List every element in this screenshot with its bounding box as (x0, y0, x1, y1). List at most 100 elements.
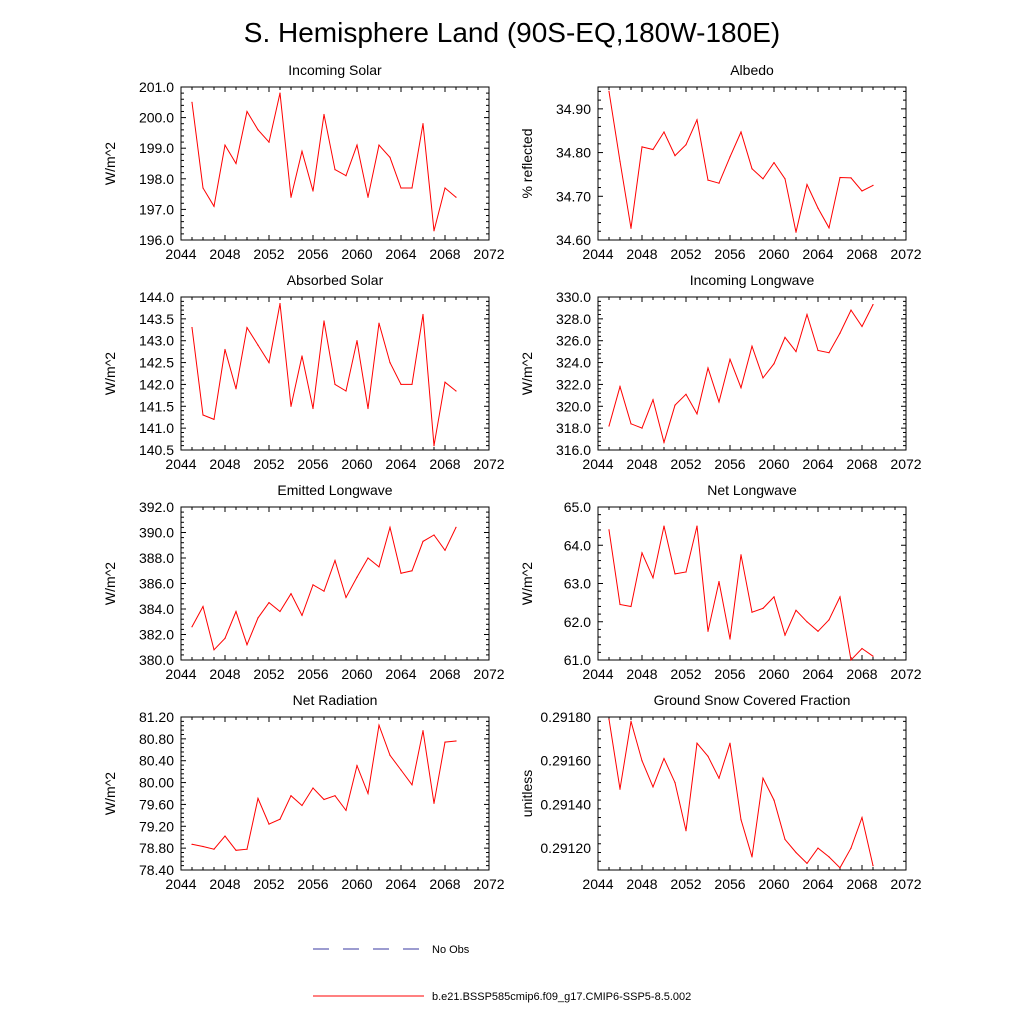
panel-title: Incoming Longwave (690, 272, 815, 288)
data-point (356, 340, 358, 342)
data-point (367, 792, 369, 795)
panel-title: Absorbed Solar (287, 272, 384, 288)
series-line (191, 723, 457, 851)
x-tick-label: 2072 (890, 666, 921, 682)
data-point (202, 605, 204, 608)
data-point (202, 414, 204, 416)
y-tick-label: 0.29140 (540, 796, 591, 812)
x-tick-label: 2056 (714, 666, 745, 682)
data-point (400, 769, 402, 771)
data-point (290, 593, 292, 595)
y-tick-label: 142.0 (139, 376, 174, 392)
data-point (685, 571, 687, 573)
data-point (246, 848, 248, 850)
data-point (345, 175, 347, 177)
data-point (411, 570, 413, 572)
x-tick-label: 2068 (846, 246, 877, 262)
data-point (707, 755, 709, 757)
data-point (301, 355, 303, 357)
panel-title: Net Radiation (293, 692, 378, 708)
panel-2: Absorbed Solar W/m^2 2044 2048 2052 2056 2060 2… (102, 272, 505, 472)
data-point (751, 856, 753, 858)
data-point (718, 777, 720, 779)
data-point (674, 782, 676, 784)
data-point (641, 146, 643, 148)
data-point (323, 798, 325, 801)
y-tick-label: 140.5 (139, 442, 174, 458)
x-tick-label: 2044 (582, 456, 613, 472)
data-point (718, 401, 720, 403)
y-axis-label: W/m^2 (102, 562, 118, 605)
data-point (444, 741, 446, 743)
x-tick-label: 2072 (473, 246, 504, 262)
data-point (839, 332, 841, 334)
plot-frame (597, 506, 907, 661)
panel-1: Albedo % reflected 2044 2048 2052 2056 2060 206… (519, 62, 922, 262)
data-point (367, 196, 369, 198)
data-point (762, 178, 764, 180)
data-point (213, 848, 215, 850)
x-tick-label: 2064 (385, 666, 416, 682)
data-point (246, 110, 248, 113)
data-point (213, 649, 215, 651)
panel-title: Net Longwave (707, 482, 797, 498)
data-point (850, 847, 852, 849)
data-point (290, 196, 292, 198)
y-tick-label: 198.0 (139, 171, 174, 187)
data-point (839, 596, 841, 598)
data-point (422, 313, 424, 316)
data-point (729, 742, 731, 744)
data-point (641, 552, 643, 554)
data-point (235, 162, 237, 165)
y-axis-label: W/m^2 (519, 562, 535, 605)
y-tick-label: 380.0 (139, 652, 174, 668)
data-point (257, 129, 259, 131)
x-tick-label: 2044 (582, 666, 613, 682)
legend-label-no-obs: No Obs (432, 944, 470, 956)
data-point (279, 92, 281, 94)
data-point (630, 720, 632, 723)
data-point (652, 577, 654, 579)
x-tick-label: 2068 (429, 666, 460, 682)
data-point (663, 525, 665, 527)
x-tick-label: 2072 (473, 666, 504, 682)
data-point (795, 851, 797, 854)
data-point (455, 390, 457, 392)
data-point (663, 441, 665, 443)
data-point (367, 407, 369, 410)
data-point (345, 809, 347, 812)
data-point (872, 865, 874, 867)
data-point (619, 160, 621, 162)
data-point (685, 393, 687, 395)
panel-7: Ground Snow Covered Fraction unitless 2044… (519, 692, 922, 892)
data-point (696, 742, 698, 744)
x-tick-label: 2060 (341, 456, 372, 472)
data-point (301, 150, 303, 152)
series-line (608, 304, 874, 445)
data-point (773, 596, 775, 598)
data-point (608, 90, 610, 92)
data-point (784, 838, 786, 841)
panel-title: Incoming Solar (288, 62, 382, 78)
y-tick-label: 200.0 (139, 110, 174, 126)
series-line (608, 91, 874, 233)
data-point (751, 611, 753, 613)
y-tick-label: 141.5 (139, 398, 174, 414)
data-point (213, 205, 215, 207)
panel-4: Emitted Longwave W/m^2 2044 2048 2052 2056 206… (102, 482, 505, 682)
y-tick-label: 63.0 (564, 576, 591, 592)
y-tick-label: 62.0 (564, 614, 591, 630)
data-point (444, 187, 446, 189)
data-point (641, 760, 643, 762)
data-point (762, 777, 764, 779)
data-point (740, 131, 742, 133)
data-point (751, 345, 753, 347)
x-tick-label: 2044 (165, 876, 196, 892)
y-axis-label: % reflected (519, 128, 535, 198)
x-tick-label: 2072 (473, 876, 504, 892)
plot-frame (597, 86, 907, 241)
x-tick-label: 2056 (297, 666, 328, 682)
data-point (872, 304, 874, 306)
data-point (707, 179, 709, 181)
data-point (718, 182, 720, 184)
